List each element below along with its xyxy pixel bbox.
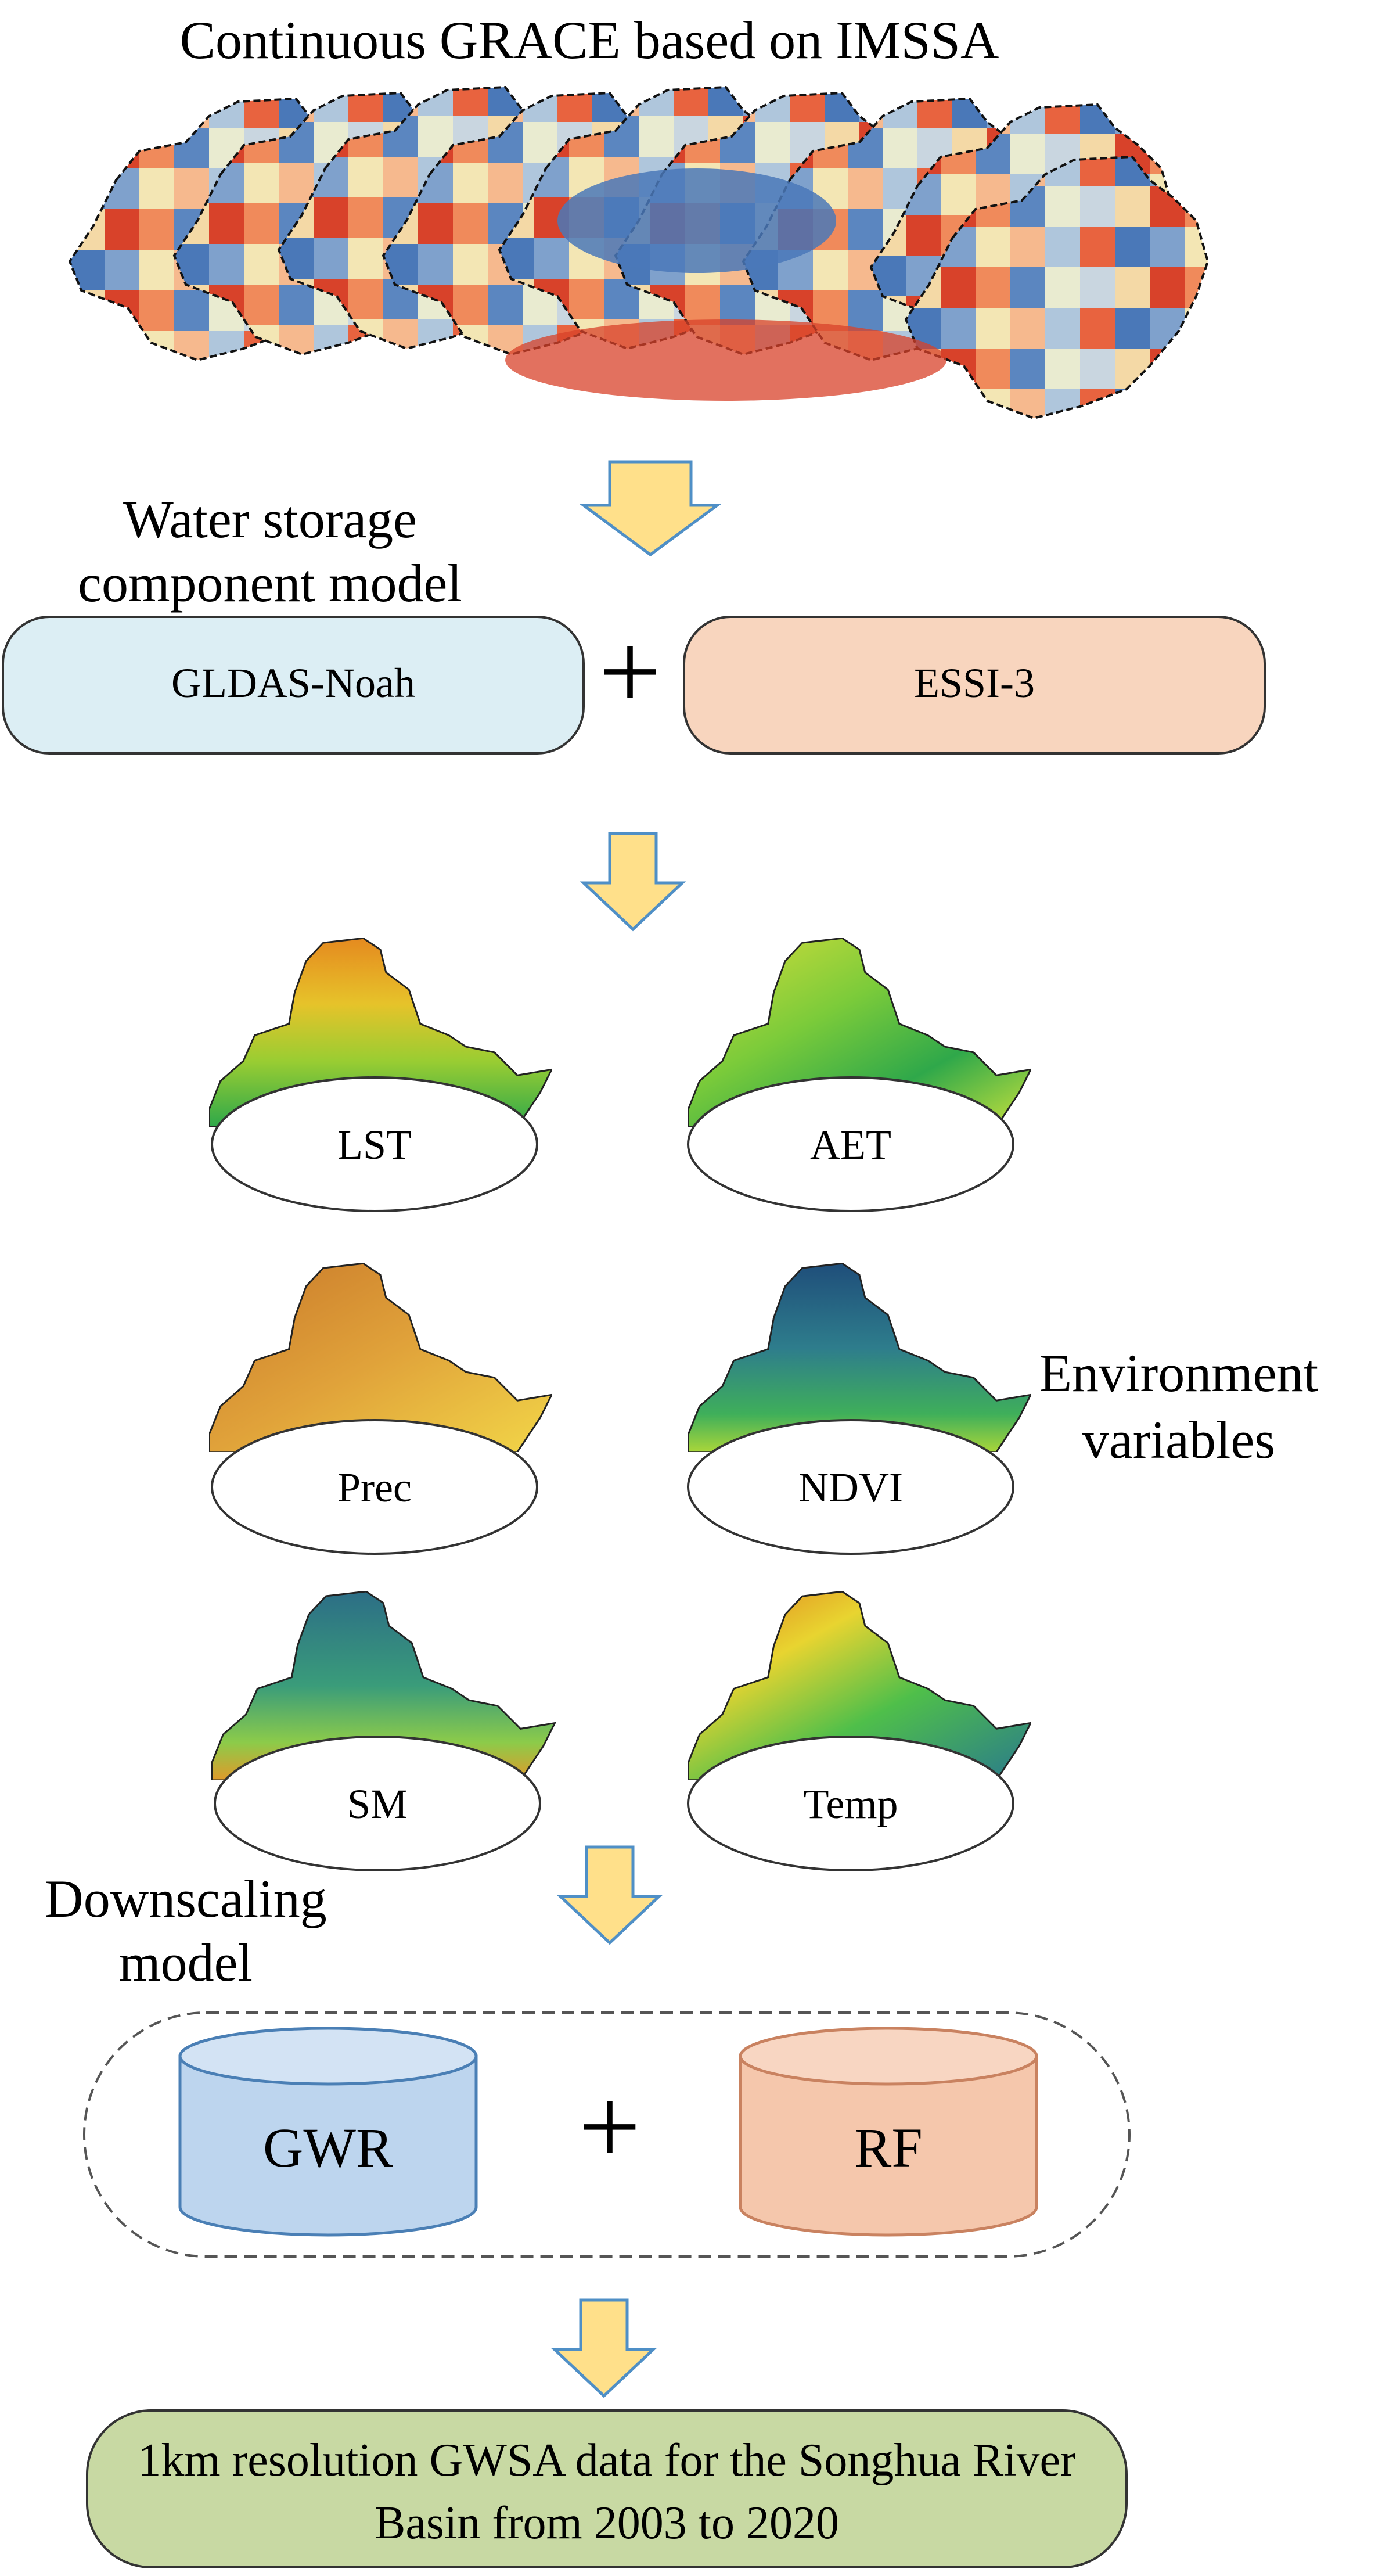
lst-ellipse — [211, 1076, 538, 1212]
sm-ellipse — [214, 1736, 541, 1871]
rf-label: RF — [854, 2117, 922, 2179]
output-line1: 1km resolution GWSA data for the Songhua… — [138, 2435, 1075, 2486]
aet-label: AET — [810, 1122, 891, 1168]
output-line2: Basin from 2003 to 2020 — [375, 2498, 839, 2549]
sm-label: SM — [347, 1781, 408, 1827]
gldas-noah-label: GLDAS-Noah — [171, 660, 415, 706]
ndvi-label: NDVI — [798, 1464, 903, 1511]
environment-label-line1: Environment — [1039, 1343, 1319, 1403]
lst-label: LST — [337, 1122, 412, 1168]
plus-sign-bottom: + — [578, 2066, 640, 2188]
essi-3-box — [683, 616, 1266, 755]
grace-map-stack — [68, 85, 1210, 420]
flow-arrow-3 — [556, 1845, 663, 1945]
water-storage-label-line1: Water storage — [123, 490, 417, 549]
downscaling-label-line2: model — [119, 1933, 253, 1992]
prec-label: Prec — [337, 1464, 412, 1511]
ndvi-ellipse — [687, 1419, 1014, 1555]
downscaling-label-line1: Downscaling — [45, 1869, 326, 1928]
water-storage-label-line2: component model — [78, 554, 462, 613]
gwr-cylinder — [178, 2027, 478, 2237]
temp-label: Temp — [804, 1781, 898, 1827]
downscaling-model-container — [83, 2011, 1131, 2258]
aet-ellipse — [687, 1076, 1014, 1212]
flow-arrow-2 — [580, 832, 686, 932]
temp-ellipse — [687, 1736, 1014, 1871]
prec-ellipse — [211, 1419, 538, 1555]
rf-cylinder — [739, 2027, 1038, 2237]
plus-sign-top: + — [599, 611, 661, 733]
essi-3-label: ESSI-3 — [914, 660, 1035, 706]
output-box — [86, 2409, 1128, 2568]
environment-label-line2: variables — [1082, 1410, 1275, 1470]
gldas-noah-box — [2, 616, 585, 755]
diagram-title: Continuous GRACE based on IMSSA — [180, 10, 999, 70]
flow-arrow-4 — [550, 2298, 657, 2398]
flow-arrow-1 — [579, 460, 722, 557]
gwr-label: GWR — [263, 2117, 393, 2179]
